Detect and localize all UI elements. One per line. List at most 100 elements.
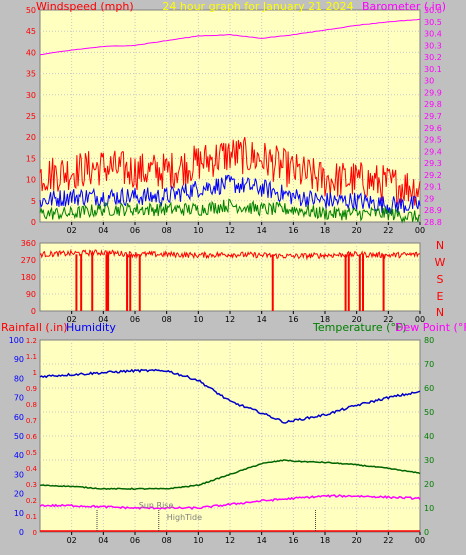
baro-axis-label-30.2: 30.2 [424,53,442,62]
x-tick-label-12: 12 [225,536,235,545]
x-tick-label-10: 10 [193,315,203,324]
temp-axis-label-50: 50 [424,408,434,417]
rain-axis-label-1.1: 1.1 [26,353,37,361]
temp-axis-label-10: 10 [424,504,434,513]
x-tick-label-14: 14 [257,226,267,235]
rain-axis-label-0: 0 [33,529,37,537]
humidity-axis-label-40: 40 [14,451,24,460]
humidity-axis-label-100: 100 [9,336,24,345]
baro-axis-label-30.5: 30.5 [424,18,442,27]
wind-min-line [39,198,421,224]
dewpoint-line [39,494,421,510]
rain-axis-label-0.9: 0.9 [26,385,37,393]
temp-ticks: 02 04 06 08 10 12 14 16 18 20 22 000102030405060708… [9,336,434,545]
dir-axis-label-360: 360 [21,239,36,248]
baro-axis-label-29.5: 29.5 [424,136,442,145]
x-tick-label-20: 20 [352,315,362,324]
rain-axis-label-0.6: 0.6 [26,433,38,441]
x-tick-label-16: 16 [288,536,298,545]
barometer-title: Barometer (.in) [362,0,446,13]
x-tick-label-10: 10 [193,226,203,235]
baro-axis-label-29: 29 [424,194,434,203]
baro-axis-label-29.3: 29.3 [424,159,442,168]
x-tick-label-18: 18 [320,315,330,324]
baro-axis-label-28.9: 28.9 [424,206,442,215]
baro-axis-label-30.1: 30.1 [424,65,442,74]
humidity-axis-label-60: 60 [14,413,24,422]
barometer-line [39,18,421,56]
compass-label-w: W [435,256,446,269]
direction-series [39,248,421,311]
x-tick-label-22: 22 [383,536,393,545]
compass-label-n-bottom: N [436,306,444,319]
humidity-axis-label-10: 10 [14,509,24,518]
baro-axis-label-29.4: 29.4 [424,147,442,156]
wind-axis-label-50: 50 [26,6,36,15]
wind-ticks: 02 04 06 08 10 12 14 16 18 20 22 000510152025303540… [26,6,442,235]
wind-axis-label-40: 40 [26,48,36,57]
x-tick-label-16: 16 [288,226,298,235]
baro-axis-label-29.7: 29.7 [424,112,442,121]
humidity-title: Humidity [66,321,116,334]
dir-axis-label-0: 0 [31,307,36,316]
rain-axis-label-0.2: 0.2 [26,497,37,505]
rain-axis-label-0.5: 0.5 [26,449,37,457]
x-tick-label-08: 08 [162,226,172,235]
wind-axis-label-25: 25 [26,112,36,121]
humidity-axis-label-20: 20 [14,490,24,499]
x-tick-label-18: 18 [320,226,330,235]
dir-axis-label-270: 270 [21,256,36,265]
baro-axis-label-28.8: 28.8 [424,218,442,227]
wind-axis-label-15: 15 [26,154,36,163]
compass-label-n-top: N [436,239,444,252]
wind-barometer-panel: 02 04 06 08 10 12 14 16 18 20 22 000510152025303540… [26,0,446,235]
baro-axis-label-29.1: 29.1 [424,183,442,192]
humidity-axis-label-50: 50 [14,432,24,441]
baro-axis-label-30.6: 30.6 [424,6,442,15]
x-tick-label-04: 04 [98,315,108,324]
x-tick-label-02: 02 [67,315,77,324]
x-tick-label-04: 04 [98,226,108,235]
humidity-axis-label-90: 90 [14,355,24,364]
wind-axis-label-30: 30 [26,91,36,100]
x-tick-label-02: 02 [67,536,77,545]
temperature-line [39,459,421,491]
rain-axis-label-0.7: 0.7 [26,417,37,425]
x-tick-label-20: 20 [352,536,362,545]
graph-date-title: 24 hour graph for January 21 2024 [162,0,353,13]
wind-axis-label-5: 5 [31,197,36,206]
humidity-axis-label-70: 70 [14,394,24,403]
x-tick-label-00: 00 [415,315,425,324]
rain-axis-label-1: 1 [33,369,37,377]
dir-axis-label-180: 180 [21,273,36,282]
rain-axis-label-0.8: 0.8 [26,401,37,409]
baro-axis-label-29.2: 29.2 [424,171,442,180]
humidity-axis-label-0: 0 [19,528,24,537]
x-tick-label-18: 18 [320,536,330,545]
baro-axis-label-29.8: 29.8 [424,100,442,109]
x-tick-label-14: 14 [257,536,267,545]
temp-axis-label-30: 30 [424,456,434,465]
x-tick-label-14: 14 [257,315,267,324]
wind-direction-line [39,248,421,261]
temp-axis-label-0: 0 [424,528,429,537]
rain-axis-label-1.2: 1.2 [26,337,37,345]
temp-series: Sun Rise HighTide [39,368,421,532]
rain-axis-label-0.1: 0.1 [26,513,37,521]
x-tick-label-02: 02 [67,226,77,235]
temperature-title: Temperature (°F) [312,321,407,334]
x-tick-label-06: 06 [130,536,140,545]
baro-axis-label-29.6: 29.6 [424,124,442,133]
compass-label-e: E [437,290,444,303]
x-tick-label-00: 00 [415,536,425,545]
x-tick-label-06: 06 [130,226,140,235]
baro-axis-label-30.3: 30.3 [424,41,442,50]
wind-avg-line [39,174,421,215]
x-tick-label-08: 08 [162,536,172,545]
dir-axis-label-90: 90 [26,290,36,299]
wind-axis-label-0: 0 [31,218,36,227]
x-tick-label-06: 06 [130,315,140,324]
